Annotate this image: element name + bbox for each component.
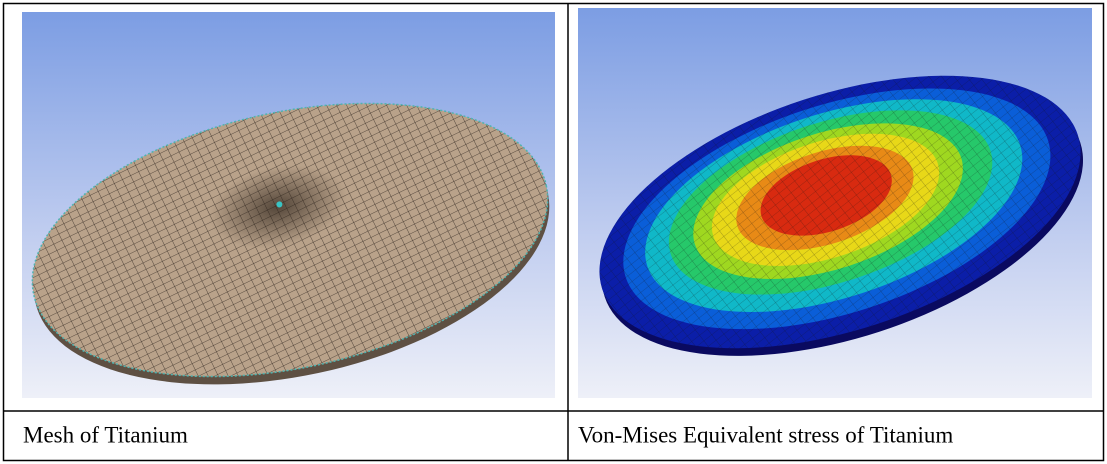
mesh-image xyxy=(7,12,574,428)
caption: Von-Mises Equivalent stress of Titanium xyxy=(578,422,953,447)
page: Mesh of Titanium Von-Mises Equivalent st… xyxy=(0,0,1107,464)
document-table: Mesh of Titanium Von-Mises Equivalent st… xyxy=(0,0,1107,464)
caption: Mesh of Titanium xyxy=(23,422,188,447)
stress-image xyxy=(566,8,1107,409)
